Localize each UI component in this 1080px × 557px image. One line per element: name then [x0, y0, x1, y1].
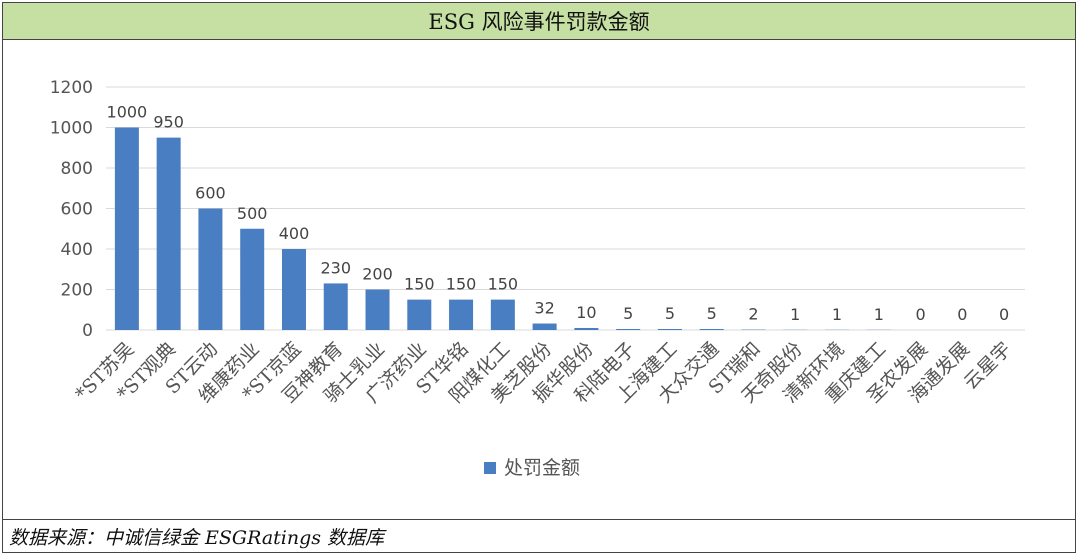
data-label: 950 — [153, 113, 184, 132]
data-label: 32 — [534, 299, 554, 318]
data-label: 150 — [404, 275, 435, 294]
y-tick-label: 400 — [61, 240, 93, 260]
y-tick-label: 0 — [82, 321, 93, 341]
bar — [449, 299, 474, 330]
y-tick-label: 1200 — [50, 78, 93, 98]
data-label: 0 — [915, 305, 925, 324]
x-tick-label: 云星宇 — [960, 338, 1016, 394]
data-label: 1000 — [107, 103, 148, 122]
data-label: 0 — [957, 305, 967, 324]
bar — [407, 299, 432, 330]
bar — [198, 208, 223, 330]
data-label: 5 — [623, 304, 633, 323]
bar — [490, 299, 515, 330]
bar — [616, 328, 641, 330]
data-label: 2 — [748, 305, 758, 324]
bar — [323, 283, 348, 330]
chart-title: ESG 风险事件罚款金额 — [428, 10, 650, 34]
data-label: 1 — [790, 305, 800, 324]
data-label: 10 — [576, 303, 596, 322]
y-tick-label: 800 — [61, 159, 93, 179]
bar — [699, 328, 724, 330]
data-label: 150 — [446, 275, 477, 294]
bar — [156, 137, 181, 330]
data-label: 200 — [362, 265, 393, 284]
source-note-bar: 数据来源：中诚信绿金 ESGRatings 数据库 — [3, 519, 1075, 552]
bar — [365, 289, 390, 330]
source-note: 数据来源：中诚信绿金 ESGRatings 数据库 — [9, 526, 385, 549]
y-tick-label: 200 — [61, 281, 93, 301]
data-label: 1 — [874, 305, 884, 324]
data-label: 1 — [832, 305, 842, 324]
y-tick-label: 600 — [61, 200, 93, 220]
data-label: 500 — [237, 204, 268, 223]
legend-label: 处罚金额 — [504, 457, 580, 479]
data-label: 400 — [279, 224, 310, 243]
chart-title-bar: ESG 风险事件罚款金额 — [3, 3, 1075, 40]
bar — [657, 328, 682, 330]
bar-chart: 0200400600800100012001000*ST苏吴950*ST观典60… — [50, 78, 1025, 479]
bar — [114, 127, 139, 330]
bar — [532, 323, 557, 330]
data-label: 150 — [488, 275, 519, 294]
legend-swatch — [484, 462, 496, 474]
bar — [574, 327, 599, 330]
data-label: 230 — [320, 258, 351, 277]
data-label: 600 — [195, 184, 226, 203]
data-label: 0 — [999, 305, 1009, 324]
y-tick-label: 1000 — [50, 119, 93, 139]
data-label: 5 — [665, 304, 675, 323]
bar — [240, 228, 265, 330]
data-label: 5 — [707, 304, 717, 323]
bar — [281, 249, 306, 330]
